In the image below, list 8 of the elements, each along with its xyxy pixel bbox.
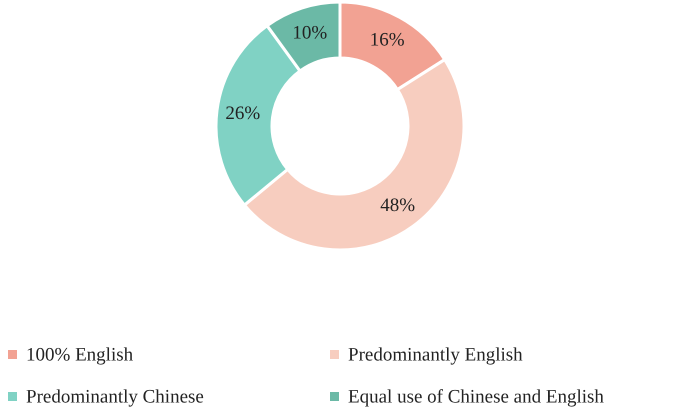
legend-label: Predominantly English <box>348 344 524 366</box>
data-label: 26% <box>225 103 260 124</box>
legend-label: 100% English <box>26 344 134 366</box>
data-label: 48% <box>380 194 416 216</box>
legend-label: Predominantly Chinese <box>26 386 204 408</box>
data-label: 16% <box>370 30 405 51</box>
data-label: 10% <box>292 22 328 44</box>
legend-label: Equal use of Chinese and English <box>348 386 604 408</box>
